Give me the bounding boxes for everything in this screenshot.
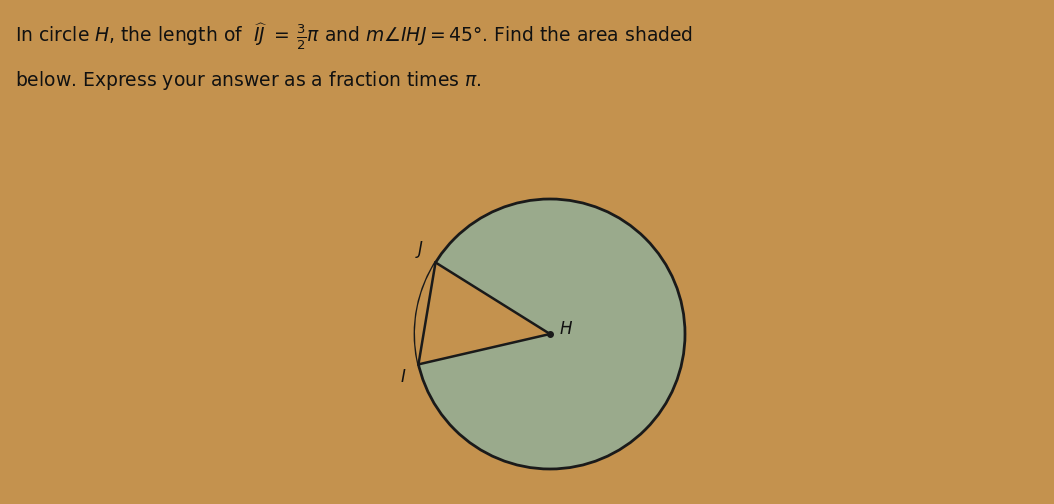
Text: H: H	[560, 320, 572, 338]
Text: J: J	[417, 240, 423, 259]
Wedge shape	[415, 263, 550, 364]
Text: I: I	[401, 368, 406, 387]
Text: below. Express your answer as a fraction times $\pi$.: below. Express your answer as a fraction…	[15, 69, 482, 92]
Text: In circle $H$, the length of  $\widehat{IJ}$ $=\,\frac{3}{2}\pi$ and $m\angle IH: In circle $H$, the length of $\widehat{I…	[15, 21, 694, 51]
Circle shape	[415, 199, 685, 469]
